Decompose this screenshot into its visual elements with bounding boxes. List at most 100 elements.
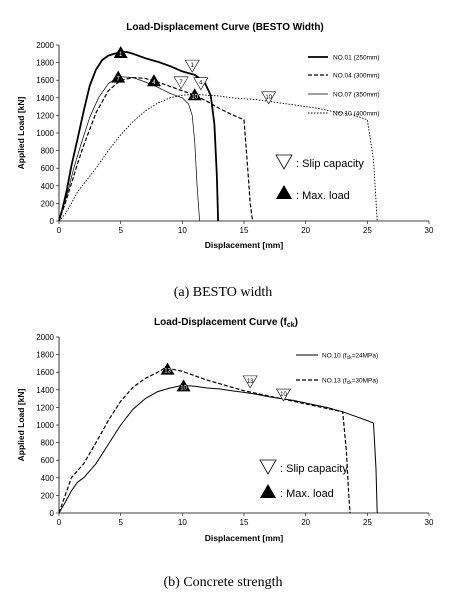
chart-b-slip-label: : Slip capacity <box>280 463 348 475</box>
slip-marker: 10 <box>261 91 277 105</box>
x-tick-label: 25 <box>363 518 372 527</box>
max-load-icon <box>260 484 276 498</box>
chart-b-max-label: : Max. load <box>280 488 334 500</box>
series-line-a-3 <box>58 93 378 222</box>
max-load-marker-label: 1 <box>119 52 123 58</box>
y-tick-label: 1600 <box>36 76 54 85</box>
series-line-a-2 <box>58 76 200 222</box>
max-load-marker-label: 10 <box>191 94 198 100</box>
y-tick-label: 200 <box>41 491 55 500</box>
slip-triangle <box>242 375 258 389</box>
chart-a-xlabel: Displacement [mm] <box>205 240 284 250</box>
x-tick-label: 20 <box>301 518 310 527</box>
chart-a-legend: NO.01 (250mm) NO.04 (300mm) NO.07 (350mm… <box>308 55 380 118</box>
max-load-marker-label: 7 <box>117 77 121 83</box>
x-tick-label: 10 <box>178 226 187 235</box>
y-tick-label: 600 <box>41 164 55 173</box>
max-load-triangle <box>187 88 202 101</box>
chart-a-max-label: : Max. load <box>296 190 350 202</box>
y-tick-label: 1200 <box>36 403 54 412</box>
slip-capacity-icon <box>259 459 277 475</box>
slip-marker-label: 10 <box>265 95 272 101</box>
slip-triangle <box>261 91 277 105</box>
y-tick-label: 1800 <box>36 351 54 360</box>
legend-b-no10-main: NO.10 (f <box>322 353 347 360</box>
legend-b-no10-end: =24MPa) <box>352 353 379 360</box>
chart-b-caption: (b) Concrete strength <box>164 575 283 590</box>
slip-marker-label: 10 <box>280 392 287 398</box>
x-tick-label: 15 <box>240 226 249 235</box>
chart-b-ylabel: Applied Load [kN] <box>16 388 26 461</box>
chart-a: Load-Displacement Curve (BESTO Width) Ap… <box>16 22 434 300</box>
y-tick-label: 0 <box>50 509 55 518</box>
slip-marker-label: 1 <box>191 63 195 69</box>
legend-b-no10: NO.10 (fck=24MPa) <box>322 353 378 362</box>
chart-a-symbol-key: : Slip capacity : Max. load <box>275 154 364 202</box>
max-load-marker-label: 4 <box>152 80 156 86</box>
y-tick-label: 2000 <box>36 41 54 50</box>
chart-b-axes: 0 5 10 15 20 25 30 0 200 400 600 800 1000 1200 1400 160… <box>36 333 434 527</box>
slip-triangle <box>173 76 189 90</box>
chart-b-title-sub: ck <box>287 322 295 329</box>
y-tick-label: 1800 <box>36 59 54 68</box>
slip-marker-label: 13 <box>247 379 254 385</box>
y-tick-label: 800 <box>41 439 55 448</box>
chart-b-symbol-key: : Slip capacity : Max. load <box>259 459 348 500</box>
slip-marker: 4 <box>193 77 209 91</box>
legend-b-no13-main: NO.13 (f <box>322 378 347 385</box>
series-line-b-1 <box>58 368 351 514</box>
legend-a-no04: NO.04 (300mm) <box>333 73 380 80</box>
max-load-marker: 7 <box>111 70 126 83</box>
chart-b-series-group <box>58 368 378 514</box>
series-line-a-1 <box>58 76 254 222</box>
y-tick-label: 1400 <box>36 94 54 103</box>
chart-a-slip-label: : Slip capacity <box>296 158 364 170</box>
legend-b-no13: NO.13 (fck=30MPa) <box>322 378 378 387</box>
slip-triangle <box>193 77 209 91</box>
y-tick-label: 600 <box>41 456 55 465</box>
y-tick-label: 0 <box>50 217 55 226</box>
chart-a-markers: 1 7 4 10 1 7 4 10 <box>111 46 277 105</box>
x-tick-label: 5 <box>118 518 123 527</box>
slip-marker-label: 4 <box>199 81 203 87</box>
x-tick-label: 5 <box>118 226 123 235</box>
slip-marker-label: 7 <box>179 80 183 86</box>
legend-b-no10-sub: ck <box>347 355 353 361</box>
x-tick-label: 30 <box>425 518 434 527</box>
max-load-icon <box>276 185 292 199</box>
legend-a-no10: NO.10 (400mm) <box>333 111 380 118</box>
legend-b-no13-sub: ck <box>347 380 353 386</box>
y-tick-label: 400 <box>41 182 55 191</box>
slip-triangle <box>275 388 291 402</box>
y-tick-label: 1000 <box>36 129 54 138</box>
slip-marker: 1 <box>184 59 200 73</box>
chart-b-title-main: Load-Displacement Curve (f <box>154 317 287 328</box>
chart-a-title: Load-Displacement Curve (BESTO Width) <box>126 22 324 33</box>
chart-b-xlabel: Displacement [mm] <box>205 533 284 543</box>
max-load-triangle <box>176 379 191 392</box>
legend-b-no13-end: =30MPa) <box>352 378 379 385</box>
max-load-marker: 1 <box>113 46 128 59</box>
y-tick-label: 1200 <box>36 111 54 120</box>
slip-triangle <box>184 59 200 73</box>
slip-capacity-icon <box>275 154 293 170</box>
legend-a-no07: NO.07 (350mm) <box>333 92 380 99</box>
max-load-triangle <box>111 70 126 83</box>
x-tick-label: 25 <box>363 226 372 235</box>
x-tick-label: 0 <box>57 226 62 235</box>
max-load-marker: 4 <box>146 74 161 87</box>
max-load-marker-label: 10 <box>180 385 187 391</box>
max-load-marker: 10 <box>176 379 191 392</box>
max-load-triangle <box>160 362 175 375</box>
x-tick-label: 30 <box>425 226 434 235</box>
chart-b: Load-Displacement Curve (fck) Applied Lo… <box>16 317 434 590</box>
y-tick-label: 1400 <box>36 386 54 395</box>
chart-b-title-end: ) <box>295 317 298 328</box>
legend-a-no01: NO.01 (250mm) <box>333 55 380 62</box>
x-tick-label: 0 <box>57 518 62 527</box>
slip-marker: 10 <box>275 388 291 402</box>
max-load-marker: 13 <box>160 362 175 375</box>
chart-a-axes: 0 5 10 15 20 25 30 0 200 400 600 800 1000 1200 1400 160… <box>36 41 434 235</box>
chart-a-ylabel: Applied Load [kN] <box>16 96 26 169</box>
